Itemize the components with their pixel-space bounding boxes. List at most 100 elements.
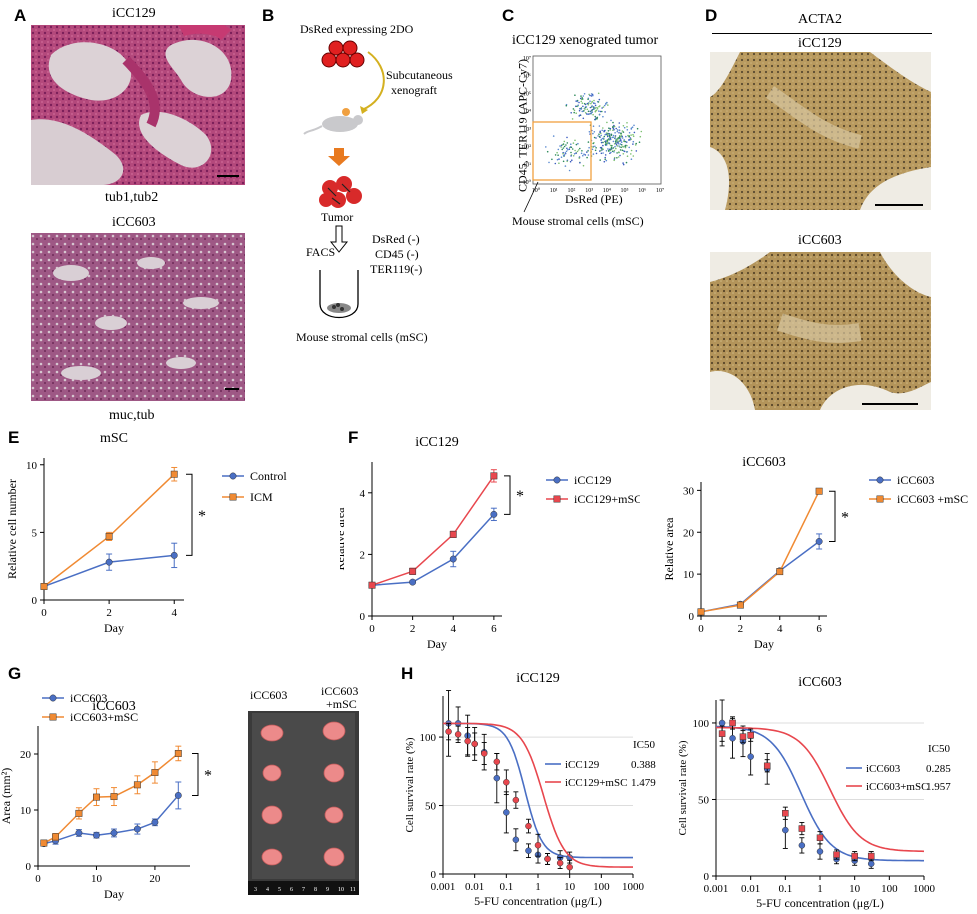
facs-event-dot [598,110,600,112]
tumor-icon [319,176,362,208]
facs-event-dot [600,152,603,155]
y-tick-label: 0 [704,871,710,883]
facs-ytick-label: 10¹ [523,162,531,168]
significance-bracket [504,475,511,515]
chart-h-icc603-survival: iCC603 0 50 100 0.001 0.01 0.1 1 10 100 1000 5-FU c… [677,675,951,910]
data-point [105,558,113,566]
facs-event-dot [566,147,568,150]
panel-b-marker1: DsRed (-) [372,232,420,246]
dsred-cells-icon [321,40,365,68]
x-tick-label: 2 [738,623,744,635]
panel-b-bottom: Mouse stromal cells (mSC) [296,330,428,344]
chart-f-icc603: iCC603 0 10 20 30 0 2 4 6 Day Relative area iCC603 i… [662,455,968,651]
facs-event-dot [626,151,629,153]
facs-event-dot [566,136,568,139]
significance-star: * [841,509,849,526]
chart-f-icc129: iCC129 0 2 4 0 2 4 6 Day Relative area iCC129 iCC12… [340,435,640,651]
facs-event-dot [591,106,593,108]
facs-event-dot [584,112,587,114]
data-point [798,825,806,832]
legend-label: iCC129 [574,473,611,487]
facs-event-dot [583,102,586,105]
workflow-diagram [303,40,385,318]
data-point [75,829,83,837]
facs-event-dot [592,146,594,148]
y-tick-label: 50 [698,794,710,806]
data-point [747,731,754,739]
facs-event-dot [600,134,602,137]
facs-event-dot [613,149,616,152]
facs-event-dot [626,144,628,147]
facs-event-dot [615,147,617,150]
facs-event-dot [587,103,590,106]
facs-event-dot [594,110,597,113]
panel-letter-h: H [401,664,414,683]
x-axis-label: Day [104,887,124,901]
facs-event-dot [552,135,555,137]
facs-event-dot [586,151,588,153]
facs-event-dot [628,131,631,134]
x-tick-label: 10 [91,873,103,885]
facs-event-dot [577,142,579,145]
facs-event-dot [594,104,597,107]
facs-event-dot [570,146,573,149]
x-tick-label: 6 [491,623,497,635]
x-tick-label: 1 [535,881,541,893]
facs-event-dot [593,136,596,139]
facs-event-dot [608,134,611,137]
facs-event-dot [595,137,597,139]
facs-event-dot [609,137,611,140]
y-axis-label: Area (mm²) [0,768,13,825]
facs-event-dot [614,137,616,140]
svg-text:6: 6 [290,887,293,893]
facs-event-dot [617,142,620,145]
facs-event-dot [626,155,629,157]
panel-letter-g: G [8,664,22,683]
data-point [729,719,736,727]
facs-event-dot [603,135,606,138]
facs-event-dot [616,145,619,147]
facs-event-dot [626,126,628,128]
facs-event-dot [607,130,610,132]
acta2-ihc-image-icc603 [710,252,931,410]
facs-event-dot [559,145,561,147]
facs-event-dot [576,100,579,103]
legend-marker [229,472,237,480]
facs-event-dot [564,152,567,154]
facs-event-dot [597,92,600,95]
y-axis-label: Relative area [340,507,347,571]
facs-ytick-label: 10⁶ [523,74,531,80]
facs-event-dot [621,137,624,139]
data-point [445,728,452,735]
y-tick-label: 5 [32,527,38,539]
data-point [93,831,100,839]
ic50-value: 0.388 [631,759,656,771]
facs-event-dot [561,148,563,151]
facs-event-dot [565,150,568,153]
facs-event-dot [587,150,589,152]
facs-event-dot [586,156,588,159]
facs-event-dot [607,138,610,140]
panel-d-title-rule [712,33,932,34]
data-point [110,793,118,801]
facs-event-dot [586,102,589,105]
facs-event-dot [625,161,628,164]
chart-e-mSC: mSC 0 5 10 0 2 4 Day Relative cell number Control… [5,431,287,635]
facs-event-dot [617,138,619,140]
facs-event-dot [626,122,628,124]
facs-event-dot [636,127,639,130]
facs-event-dot [592,142,594,145]
data-point [525,847,532,854]
facs-event-dot [606,135,609,138]
facs-event-dot [618,132,620,134]
data-point [697,608,705,616]
facs-event-dot [595,117,597,119]
data-point [776,568,784,576]
x-tick-label: 6 [816,623,822,635]
facs-event-dot [596,117,598,120]
facs-event-dot [560,156,563,158]
x-tick-label: 0.1 [499,881,513,893]
facs-ytick-label: 10⁷ [523,56,531,62]
facs-event-dot [560,146,562,148]
y-tick-label: 10 [26,460,38,472]
